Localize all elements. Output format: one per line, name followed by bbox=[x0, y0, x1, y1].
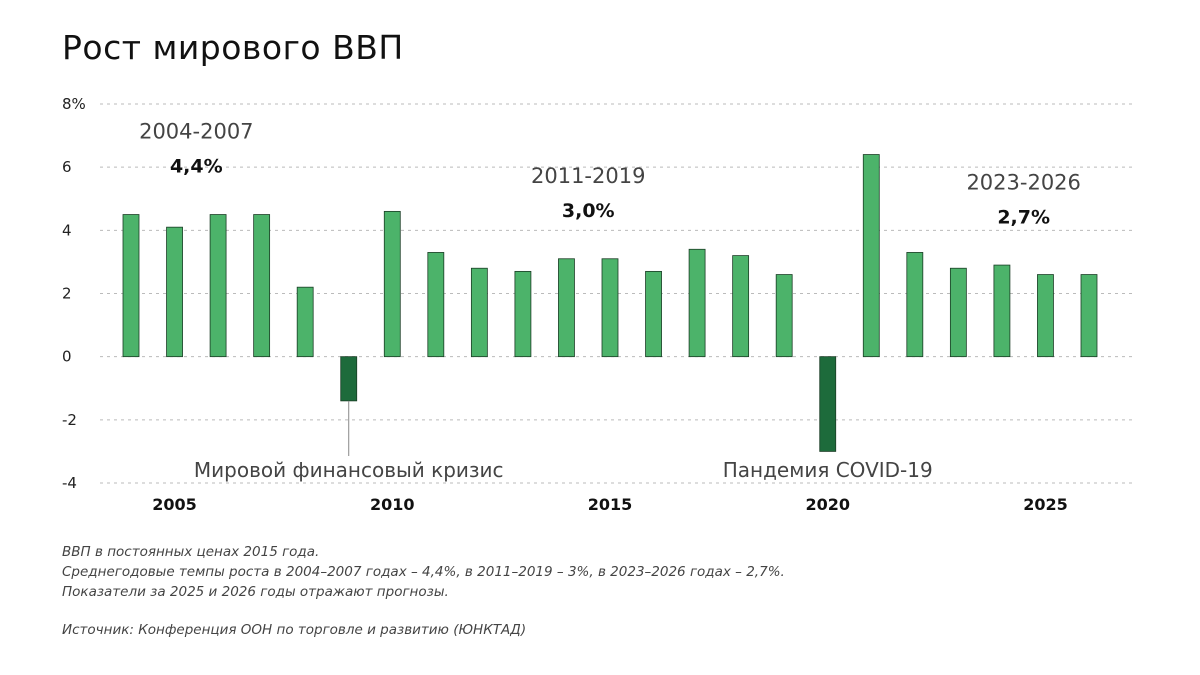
x-tick-label: 2015 bbox=[588, 495, 633, 514]
bar-2014 bbox=[558, 258, 575, 358]
bar-2005 bbox=[166, 226, 183, 358]
bar-2008 bbox=[296, 286, 314, 358]
annotation-period: 2004-2007 bbox=[139, 120, 253, 144]
bar-2024 bbox=[993, 264, 1011, 358]
annotation-value: 2,7% bbox=[997, 206, 1050, 228]
y-tick-label: 4 bbox=[62, 221, 72, 239]
bar-2026 bbox=[1080, 274, 1098, 358]
footnotes: ВВП в постоянных ценах 2015 года. Средне… bbox=[62, 542, 785, 640]
annotation-period: 2011-2019 bbox=[531, 164, 645, 188]
bar-2009 bbox=[340, 356, 358, 402]
y-tick-label: 0 bbox=[62, 348, 72, 366]
note-line: ВВП в постоянных ценах 2015 года. bbox=[62, 544, 320, 560]
annotation-value: 4,4% bbox=[170, 156, 223, 178]
bar-2013 bbox=[514, 270, 532, 358]
bar-2025 bbox=[1037, 274, 1054, 358]
y-tick-label: -4 bbox=[62, 474, 77, 492]
bar-2015 bbox=[601, 258, 619, 358]
callout-label: Пандемия COVID-19 bbox=[723, 458, 933, 482]
chart-title: Рост мирового ВВП bbox=[62, 28, 404, 67]
x-tick-label: 2020 bbox=[805, 495, 850, 514]
annotation-value: 3,0% bbox=[562, 200, 615, 222]
source-note: Источник: Конференция ООН по торговле и … bbox=[62, 622, 527, 638]
x-tick-label: 2005 bbox=[152, 495, 197, 514]
y-tick-label: 6 bbox=[62, 158, 72, 176]
bar-2019 bbox=[775, 274, 793, 358]
bar-2021 bbox=[862, 154, 880, 358]
y-axis: 8% 6 4 2 0 -2 -4 bbox=[62, 95, 86, 492]
bar-2010 bbox=[383, 210, 401, 358]
note-line: Среднегодовые темпы роста в 2004–2007 го… bbox=[62, 564, 785, 580]
bar-2012 bbox=[470, 267, 488, 358]
y-tick-label: -2 bbox=[62, 411, 77, 429]
bars bbox=[122, 154, 1098, 452]
note-line: Показатели за 2025 и 2026 годы отражают … bbox=[62, 584, 449, 600]
bar-2004 bbox=[122, 214, 140, 358]
y-tick-label: 8% bbox=[62, 95, 86, 113]
bar-2017 bbox=[688, 248, 706, 358]
callout-label: Мировой финансовый кризис bbox=[194, 458, 504, 482]
bar-2020 bbox=[819, 356, 837, 452]
x-tick-label: 2010 bbox=[370, 495, 415, 514]
bar-2011 bbox=[427, 252, 445, 358]
annotation-period: 2023-2026 bbox=[966, 170, 1080, 194]
callouts: Мировой финансовый кризис Пандемия COVID-… bbox=[194, 400, 933, 482]
bar-2016 bbox=[645, 270, 662, 358]
y-tick-label: 2 bbox=[62, 285, 72, 303]
bar-2023 bbox=[949, 267, 967, 358]
x-axis: 2005 2010 2015 2020 2025 bbox=[152, 495, 1067, 514]
annotations: 2004-2007 4,4% 2011-2019 3,0% 2023-2026 2,7% bbox=[139, 120, 1081, 229]
bar-2006 bbox=[209, 214, 227, 358]
x-tick-label: 2025 bbox=[1023, 495, 1068, 514]
gdp-growth-chart: 8% 6 4 2 0 -2 -4 2005 2010 2015 2020 2025 2004-200… bbox=[62, 95, 1135, 514]
bar-2022 bbox=[906, 252, 924, 358]
bar-2018 bbox=[732, 255, 750, 358]
bar-2007 bbox=[253, 214, 271, 358]
